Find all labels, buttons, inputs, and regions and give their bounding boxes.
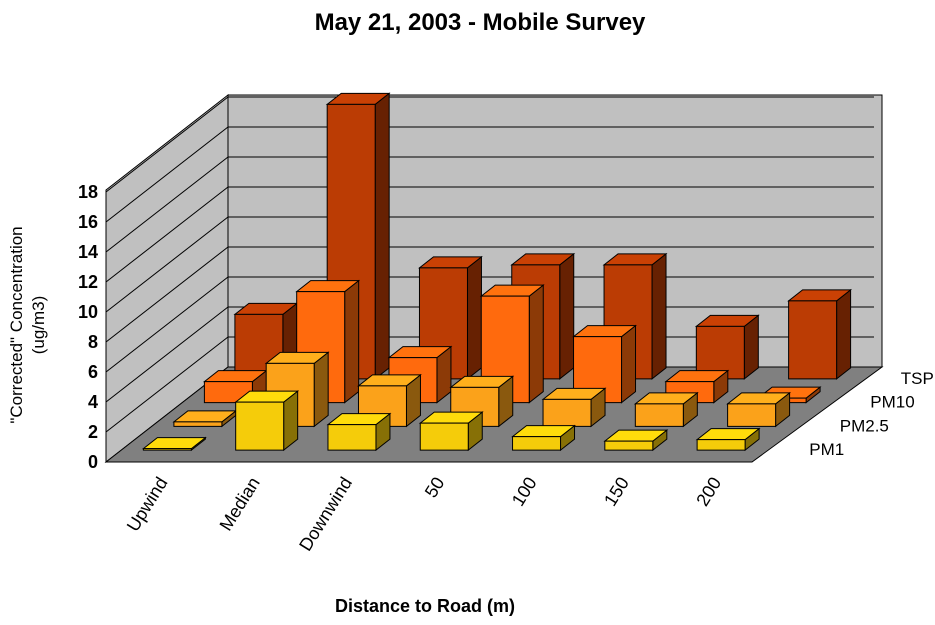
bars (141, 92, 853, 452)
gridline-side (105, 216, 229, 313)
bar (326, 412, 392, 452)
bar (141, 436, 207, 452)
series-label: PM10 (870, 393, 914, 412)
x-category-label: 100 (508, 474, 541, 510)
gridline-side (105, 276, 229, 373)
series-label: TSP (901, 369, 934, 388)
x-axis-title: Distance to Road (m) (335, 596, 515, 616)
y-tick-label: 18 (78, 182, 98, 202)
x-category-label: 50 (421, 474, 449, 502)
y-tick-label: 10 (78, 302, 98, 322)
y-tick-label: 4 (88, 392, 98, 412)
bar (234, 390, 300, 452)
x-category-label: Median (216, 474, 264, 535)
bar (787, 288, 853, 380)
series-label: PM2.5 (840, 416, 889, 435)
chart-title: May 21, 2003 - Mobile Survey (315, 9, 646, 36)
y-tick-label: 12 (78, 272, 98, 292)
bar (264, 351, 330, 428)
y-ticks: 0 2 4 6 8 10 12 14 16 18 (78, 182, 98, 472)
gridline-side (105, 246, 229, 343)
x-category-label: Upwind (123, 474, 172, 536)
bar (694, 314, 760, 380)
x-categories: Upwind Median Downwind 50 100 150 200 (123, 474, 725, 555)
y-tick-label: 16 (78, 212, 98, 232)
gridline-side (105, 126, 229, 223)
y-tick-label: 8 (88, 332, 98, 352)
y-axis-title-line2: (ug/m3) (29, 296, 48, 355)
bar (541, 387, 607, 428)
gridline-side (105, 186, 229, 283)
x-category-label: Downwind (295, 474, 356, 555)
bar (233, 302, 299, 380)
y-tick-label: 2 (88, 422, 98, 442)
y-tick-label: 14 (78, 242, 98, 262)
bar (695, 427, 761, 452)
plot-area: 0 2 4 6 8 10 12 14 16 18 Upwind Median Downwind 50 10… (78, 92, 934, 555)
x-category-label: 200 (692, 474, 725, 510)
gridline-side (105, 156, 229, 253)
y-tick-label: 0 (88, 452, 98, 472)
bar (603, 429, 669, 452)
series-label: PM1 (809, 440, 844, 459)
bar (418, 411, 484, 452)
bar (726, 391, 792, 428)
gridline-side (105, 96, 229, 193)
series-axis-labels: PM1 PM2.5 PM10 TSP (809, 369, 934, 459)
gridline-side (105, 306, 229, 403)
gridline-side (105, 336, 229, 433)
x-category-label: 150 (600, 474, 633, 510)
y-tick-label: 6 (88, 362, 98, 382)
bar (633, 391, 699, 428)
bar (511, 424, 576, 452)
y-axis-title-line1: "Corrected" Concentration (7, 226, 26, 423)
